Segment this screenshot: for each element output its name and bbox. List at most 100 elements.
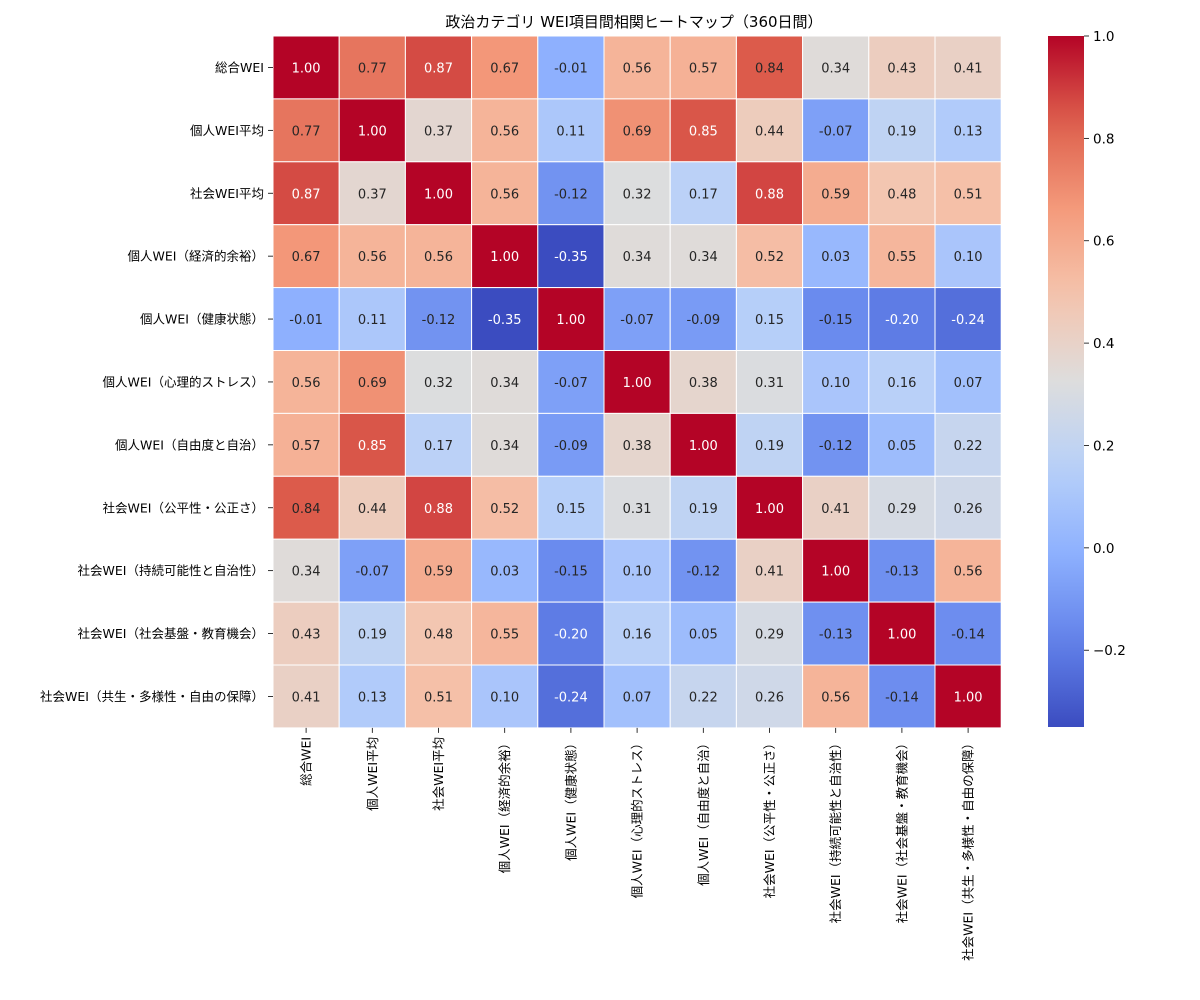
chart-title: 政治カテゴリ WEI項目間相関ヒートマップ（360日間） [445,13,822,31]
heatmap-cell [934,601,1002,666]
colorbar: 1.0 0.8 0.6 0.4 0.2 0.0 −0.2 [1048,29,1126,727]
heatmap-cell [272,350,340,414]
colorbar-tick-label: 1.0 [1093,29,1114,45]
cell-value-label: 0.56 [954,565,983,580]
cell-value-label: 0.34 [689,250,718,265]
cell-value-label: 0.16 [887,376,916,391]
heatmap-cell [404,98,473,163]
heatmap-cell [338,664,406,729]
heatmap-cell [603,224,671,289]
colorbar-tick-label: 0.8 [1093,131,1114,147]
cell-value-label: -0.12 [422,313,456,328]
heatmap-cell [735,538,804,603]
heatmap-cell [868,538,936,603]
heatmap-cell [537,475,605,540]
cell-value-label: -0.09 [554,439,588,454]
row-label: 社会WEI（持続可能性と自治性） [78,563,264,578]
heatmap-cell [802,538,870,603]
cell-value-label: 0.43 [887,61,916,76]
heatmap-cell [471,475,539,540]
cell-value-label: 0.10 [821,376,850,391]
cell-value-label: 1.00 [887,628,916,643]
heatmap-cell [338,287,406,352]
cell-value-label: -0.09 [686,313,720,328]
row-label: 個人WEI（経済的余裕） [128,249,264,264]
column-label: 社会WEI（社会基盤・教育機会） [894,737,909,923]
row-label: 社会WEI（社会基盤・教育機会） [78,626,264,641]
colorbar-gradient [1048,36,1084,727]
cell-value-label: 0.10 [954,250,983,265]
column-label: 社会WEI（共生・多様性・自由の保障） [961,737,976,961]
heatmap-cell [603,601,671,666]
cell-value-label: 0.13 [954,124,983,139]
cell-value-label: 0.77 [292,124,321,139]
heatmap-cell [934,98,1002,163]
heatmap-cell [868,287,936,352]
cell-value-label: 1.00 [821,565,850,580]
cell-value-label: 0.38 [689,376,718,391]
cell-value-label: 0.56 [623,61,652,76]
heatmap-cell [537,224,605,289]
cell-value-label: 0.29 [887,502,916,517]
column-label: 個人WEI（健康状態） [563,737,578,861]
cell-value-label: 0.07 [623,690,652,705]
cell-value-label: 0.57 [292,439,321,454]
cell-value-label: 0.84 [755,61,784,76]
heatmap-cell [868,224,936,289]
cell-value-label: -0.13 [819,628,853,643]
cell-value-label: 0.05 [689,628,718,643]
cell-value-label: 1.00 [424,187,453,202]
cell-value-label: 0.55 [490,628,519,643]
cell-value-label: 0.52 [490,502,519,517]
cell-value-label: -0.07 [554,376,588,391]
column-label: 社会WEI（公平性・公正さ） [762,737,777,898]
cell-value-label: 0.56 [821,690,850,705]
heatmap-cell [934,475,1002,540]
cell-value-label: 0.38 [623,439,652,454]
heatmap-cell [735,98,804,163]
heatmap-cell [669,224,737,289]
heatmap-cell [338,475,406,540]
heatmap-cell [802,287,870,352]
cell-value-label: 0.34 [490,439,519,454]
heatmap-cell [603,475,671,540]
column-label: 社会WEI平均 [431,737,446,811]
cell-value-label: 0.19 [887,124,916,139]
heatmap-cell [603,161,671,226]
heatmap-cell [272,538,340,603]
heatmap-cell [934,287,1002,352]
cell-value-label: 0.32 [424,376,453,391]
cell-value-label: -0.13 [885,565,919,580]
cell-value-label: 0.55 [887,250,916,265]
cell-value-label: 0.16 [623,628,652,643]
heatmap-cell [802,98,870,163]
heatmap-cell [603,287,671,352]
heatmap-cell [537,161,605,226]
heatmap-cell [272,35,340,100]
cell-value-label: 0.67 [490,61,519,76]
cell-value-label: 0.32 [623,187,652,202]
heatmap-cell [934,161,1002,226]
column-label: 個人WEI（経済的余裕） [497,737,512,873]
heatmap-cell [669,287,737,352]
heatmap-cell [802,601,870,666]
cell-value-label: 0.56 [490,187,519,202]
cell-value-label: 0.31 [623,502,652,517]
column-labels: 総合WEI 個人WEI平均 社会WEI平均 個人WEI（経済的余裕） 個人WEI（健康状… [299,727,976,961]
cell-value-label: 0.87 [424,61,453,76]
heatmap-cell [802,161,870,226]
cell-value-label: 0.67 [292,250,321,265]
cell-value-label: -0.07 [355,565,389,580]
cell-value-label: 0.69 [623,124,652,139]
cell-value-label: 1.00 [556,313,585,328]
cell-value-label: 0.51 [954,187,983,202]
heatmap-cell [537,287,605,352]
heatmap-cell [471,350,539,414]
cell-value-label: 0.19 [689,502,718,517]
cell-value-label: 0.48 [424,628,453,643]
heatmap-cell [272,601,340,666]
cell-value-label: 0.11 [358,313,387,328]
cell-value-label: 0.10 [623,565,652,580]
